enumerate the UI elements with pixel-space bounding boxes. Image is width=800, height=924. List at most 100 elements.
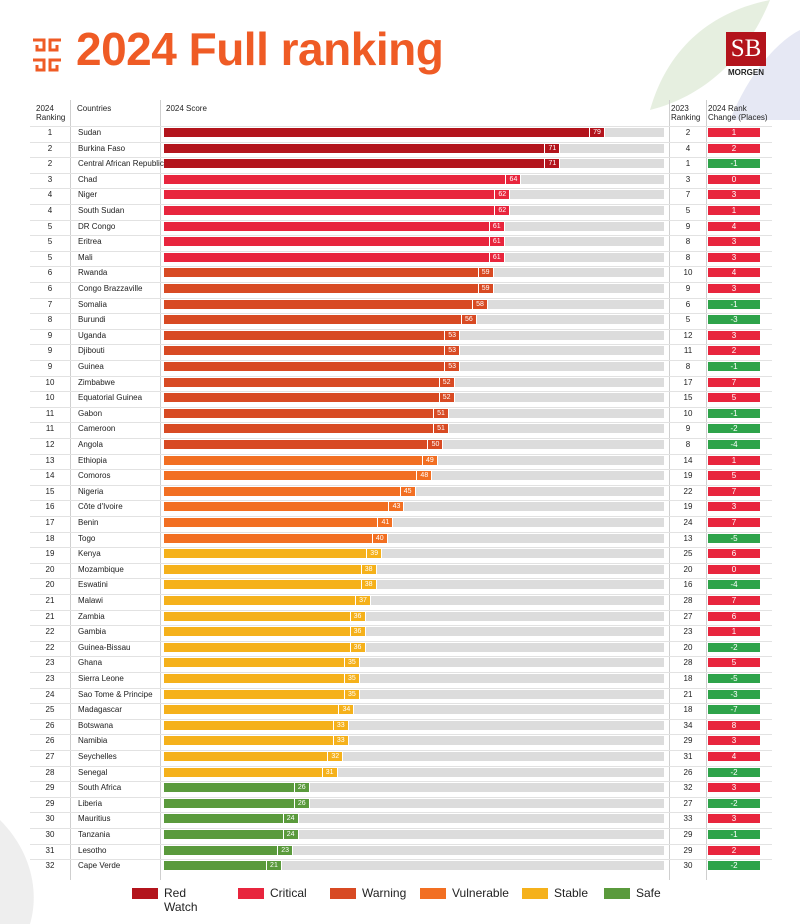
header-rank-2024: 2024 Ranking: [36, 104, 66, 122]
rank-change: 4: [708, 268, 760, 278]
country-name: Malawi: [78, 596, 103, 605]
score-label: 45: [399, 485, 416, 497]
score-label: 31: [321, 766, 338, 778]
score-label: 59: [477, 267, 494, 279]
score-bar: [164, 549, 382, 559]
rank-2023: 28: [683, 596, 693, 605]
rank-change: 7: [708, 518, 760, 527]
score-track: [164, 767, 664, 777]
score-bar: [164, 611, 365, 621]
score-bar: [164, 720, 348, 730]
legend-swatch: [522, 888, 548, 899]
row-divider: [30, 843, 772, 845]
score-label: 36: [349, 626, 366, 638]
rank-2023: 22: [683, 486, 693, 496]
rank-2024: 19: [45, 549, 55, 559]
row-divider: [30, 562, 772, 564]
rank-change: 3: [708, 502, 760, 512]
row-divider: [30, 734, 772, 736]
rank-2023: 30: [683, 861, 693, 871]
score-bar: [164, 830, 298, 839]
country-name: South Sudan: [78, 206, 125, 215]
country-name: Eswatini: [78, 580, 108, 590]
country-name: Gabon: [78, 408, 103, 418]
rank-change: 1: [708, 206, 760, 215]
rank-change: 0: [708, 174, 760, 184]
rank-change: 2: [708, 845, 760, 855]
score-track: [164, 549, 664, 559]
row-divider: [30, 391, 772, 393]
rank-change: 5: [708, 658, 760, 668]
row-divider: [30, 500, 772, 502]
header-countries: Countries: [77, 104, 112, 113]
rank-2024: 28: [45, 767, 55, 777]
legend-swatch: [420, 888, 446, 899]
header-rank-2023: 2023 Ranking: [671, 104, 701, 122]
rank-2023: 1: [685, 159, 691, 169]
score-bar: [164, 689, 359, 699]
sb-morgen-logo: SB MORGEN: [720, 32, 772, 78]
rank-2023: 13: [683, 533, 693, 543]
rank-2024: 3: [47, 174, 53, 184]
country-name: Burundi: [78, 315, 106, 325]
row-divider: [30, 765, 772, 767]
score-bar: [164, 440, 443, 449]
rank-change: -1: [708, 408, 760, 418]
row-divider: [30, 406, 772, 408]
score-bar: [164, 408, 449, 418]
column-divider: [706, 100, 707, 880]
country-name: Namibia: [78, 736, 108, 746]
row-divider: [30, 859, 772, 861]
rank-2024: 29: [45, 783, 55, 793]
rank-change: 3: [708, 252, 760, 262]
score-label: 41: [377, 517, 394, 528]
rank-2023: 5: [685, 315, 691, 325]
rank-2023: 9: [685, 221, 691, 231]
country-name: Ethiopia: [78, 455, 107, 465]
rank-2023: 18: [683, 674, 693, 683]
score-label: 49: [421, 454, 438, 466]
rank-2024: 14: [45, 471, 55, 481]
row-divider: [30, 796, 772, 798]
rank-change: 1: [708, 128, 760, 137]
rank-2024: 31: [45, 845, 55, 855]
rank-change: 7: [708, 377, 760, 387]
score-track: [164, 642, 664, 652]
rank-2023: 24: [683, 518, 693, 527]
score-label: 34: [338, 704, 355, 716]
score-track: [164, 658, 664, 668]
country-name: Central African Republic: [78, 159, 164, 169]
score-label: 21: [265, 860, 282, 872]
score-label: 39: [366, 548, 383, 560]
rank-2024: 1: [47, 128, 53, 137]
rank-change: 3: [708, 284, 760, 293]
score-label: 26: [293, 797, 310, 809]
row-divider: [30, 828, 772, 829]
country-name: Angola: [78, 440, 103, 449]
row-divider: [30, 609, 772, 611]
rank-2024: 12: [45, 440, 55, 449]
score-label: 36: [349, 610, 366, 622]
score-bar: [164, 190, 510, 200]
row-divider: [30, 344, 772, 346]
rank-change: -2: [708, 767, 760, 777]
rank-2023: 5: [685, 206, 691, 215]
rank-change: 6: [708, 611, 760, 621]
score-label: 35: [343, 688, 360, 700]
rank-2024: 22: [45, 642, 55, 652]
rank-2023: 21: [683, 689, 693, 699]
legend-label: Stable: [554, 886, 589, 900]
country-name: Senegal: [78, 767, 108, 777]
row-divider: [30, 141, 772, 143]
country-name: Djibouti: [78, 346, 105, 356]
country-name: DR Congo: [78, 221, 116, 231]
score-bar: [164, 752, 343, 761]
score-bar: [164, 658, 359, 668]
score-label: 40: [371, 532, 388, 544]
score-label: 50: [427, 439, 444, 450]
score-label: 64: [505, 173, 522, 185]
leaf-decoration-top-right-icon: [650, 0, 800, 120]
country-name: Eritrea: [78, 237, 102, 247]
row-divider: [30, 360, 772, 361]
score-bar: [164, 767, 337, 777]
